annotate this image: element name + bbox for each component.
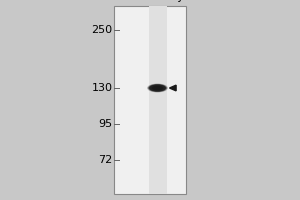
Text: m.kidney: m.kidney xyxy=(132,0,183,2)
Text: 95: 95 xyxy=(98,119,112,129)
Ellipse shape xyxy=(152,86,163,90)
Ellipse shape xyxy=(147,84,168,92)
Ellipse shape xyxy=(148,84,166,92)
Bar xyxy=(114,6,186,194)
Text: 130: 130 xyxy=(92,83,112,93)
Ellipse shape xyxy=(149,84,166,91)
Text: 72: 72 xyxy=(98,155,112,165)
Text: 250: 250 xyxy=(92,25,112,35)
Ellipse shape xyxy=(148,84,167,92)
Polygon shape xyxy=(169,85,176,91)
Bar xyxy=(148,6,166,194)
